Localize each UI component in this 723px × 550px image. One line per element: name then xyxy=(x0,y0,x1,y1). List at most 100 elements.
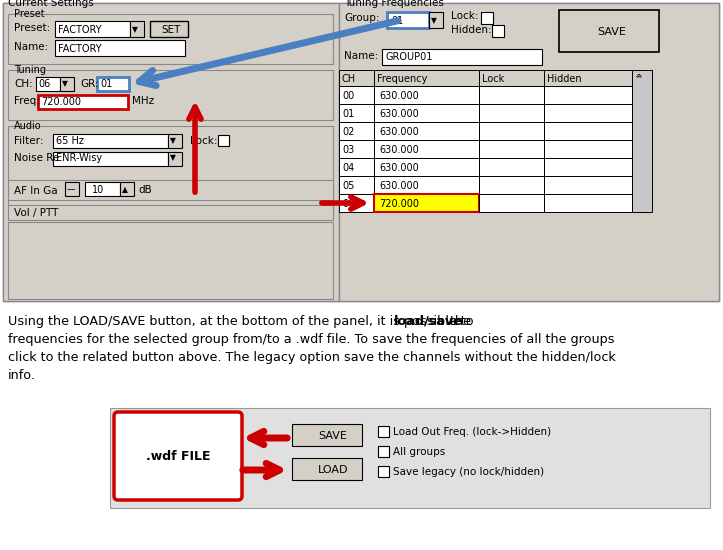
Bar xyxy=(339,176,374,194)
Text: 630.000: 630.000 xyxy=(379,145,419,155)
Bar xyxy=(60,77,74,91)
Bar xyxy=(374,158,479,176)
Bar xyxy=(8,205,333,220)
Bar xyxy=(479,194,544,212)
Text: SAVE: SAVE xyxy=(318,431,347,441)
Text: ▼: ▼ xyxy=(170,153,176,162)
Bar xyxy=(374,122,479,140)
Text: AF In Ga: AF In Ga xyxy=(14,186,58,196)
Text: GR:: GR: xyxy=(80,79,98,89)
Text: 05: 05 xyxy=(342,181,354,191)
Bar xyxy=(38,95,128,109)
Bar xyxy=(339,86,374,104)
Bar xyxy=(53,152,168,166)
Text: Tuning: Tuning xyxy=(14,65,46,75)
Bar xyxy=(479,86,544,104)
Text: ▼: ▼ xyxy=(132,25,138,35)
Bar xyxy=(632,122,652,140)
Text: click to the related button above. The legacy option save the channels without t: click to the related button above. The l… xyxy=(8,351,616,364)
Bar xyxy=(130,21,144,37)
Bar xyxy=(97,77,129,91)
Bar xyxy=(8,126,333,214)
Text: Vol / PTT: Vol / PTT xyxy=(14,208,59,218)
Bar xyxy=(8,14,333,64)
Text: 06: 06 xyxy=(342,199,354,209)
Text: 630.000: 630.000 xyxy=(379,91,419,101)
Text: 01: 01 xyxy=(391,16,403,26)
Bar xyxy=(374,140,479,158)
Text: 06: 06 xyxy=(38,79,51,89)
Text: frequencies for the selected group from/to a .wdf file. To save the frequencies : frequencies for the selected group from/… xyxy=(8,333,615,346)
Bar xyxy=(632,158,652,176)
Bar xyxy=(3,3,339,301)
Bar xyxy=(55,40,185,56)
Text: Lock:: Lock: xyxy=(451,11,479,21)
Bar xyxy=(382,49,542,65)
Text: Using the LOAD/SAVE button, at the bottom of the panel, it is possible to: Using the LOAD/SAVE button, at the botto… xyxy=(8,315,478,328)
Bar xyxy=(110,408,710,508)
Bar xyxy=(8,180,333,200)
Bar xyxy=(544,70,632,86)
Text: 630.000: 630.000 xyxy=(379,181,419,191)
Text: 01: 01 xyxy=(100,79,112,89)
Bar xyxy=(339,158,374,176)
Text: SAVE: SAVE xyxy=(597,27,626,37)
Text: Name:: Name: xyxy=(14,42,48,52)
Bar xyxy=(374,70,479,86)
Text: SET: SET xyxy=(161,25,180,35)
Bar xyxy=(120,182,134,196)
Bar xyxy=(339,194,374,212)
Text: CH:: CH: xyxy=(14,79,33,89)
Bar xyxy=(85,182,120,196)
Text: MHz: MHz xyxy=(132,96,154,106)
Text: 03: 03 xyxy=(342,145,354,155)
Bar xyxy=(65,182,79,196)
Text: Tuning Frequencies: Tuning Frequencies xyxy=(344,0,444,8)
Text: Freq:: Freq: xyxy=(14,96,40,106)
Bar xyxy=(632,70,652,86)
Bar xyxy=(3,3,719,301)
Bar xyxy=(544,140,632,158)
Text: ^: ^ xyxy=(635,76,641,82)
Bar xyxy=(36,77,60,91)
Bar xyxy=(544,176,632,194)
Text: 10: 10 xyxy=(92,185,104,195)
Bar xyxy=(632,70,652,212)
Text: ^: ^ xyxy=(635,74,643,84)
Bar xyxy=(378,466,389,477)
Text: —: — xyxy=(67,185,75,195)
Text: Hidden:: Hidden: xyxy=(451,25,492,35)
Bar xyxy=(8,222,333,299)
Bar xyxy=(218,135,229,146)
Text: Name:: Name: xyxy=(344,51,378,61)
Text: 630.000: 630.000 xyxy=(379,127,419,137)
Bar xyxy=(339,70,374,86)
Bar xyxy=(292,424,362,446)
Text: ▲: ▲ xyxy=(122,185,128,195)
Text: dB: dB xyxy=(138,185,152,195)
Text: 01: 01 xyxy=(342,109,354,119)
Text: ENR-Wisy: ENR-Wisy xyxy=(56,153,102,163)
Bar xyxy=(339,3,719,301)
Text: ▼: ▼ xyxy=(431,16,437,25)
Text: Lock:: Lock: xyxy=(190,136,218,146)
Bar xyxy=(168,134,182,148)
Bar xyxy=(374,176,479,194)
Bar xyxy=(544,86,632,104)
Text: the: the xyxy=(446,315,471,328)
Text: CH: CH xyxy=(342,74,356,84)
Text: Frequency: Frequency xyxy=(377,74,427,84)
Text: ▼: ▼ xyxy=(170,136,176,146)
Text: 630.000: 630.000 xyxy=(379,109,419,119)
Text: Preset: Preset xyxy=(14,9,45,19)
Bar xyxy=(8,70,333,120)
Bar xyxy=(479,122,544,140)
Bar xyxy=(150,21,188,37)
Text: Load Out Freq. (lock->Hidden): Load Out Freq. (lock->Hidden) xyxy=(393,427,551,437)
Bar xyxy=(479,140,544,158)
Text: LOAD: LOAD xyxy=(318,465,348,475)
Text: Save legacy (no lock/hidden): Save legacy (no lock/hidden) xyxy=(393,467,544,477)
Text: 00: 00 xyxy=(342,91,354,101)
Text: load/save: load/save xyxy=(394,315,463,328)
Bar xyxy=(632,176,652,194)
